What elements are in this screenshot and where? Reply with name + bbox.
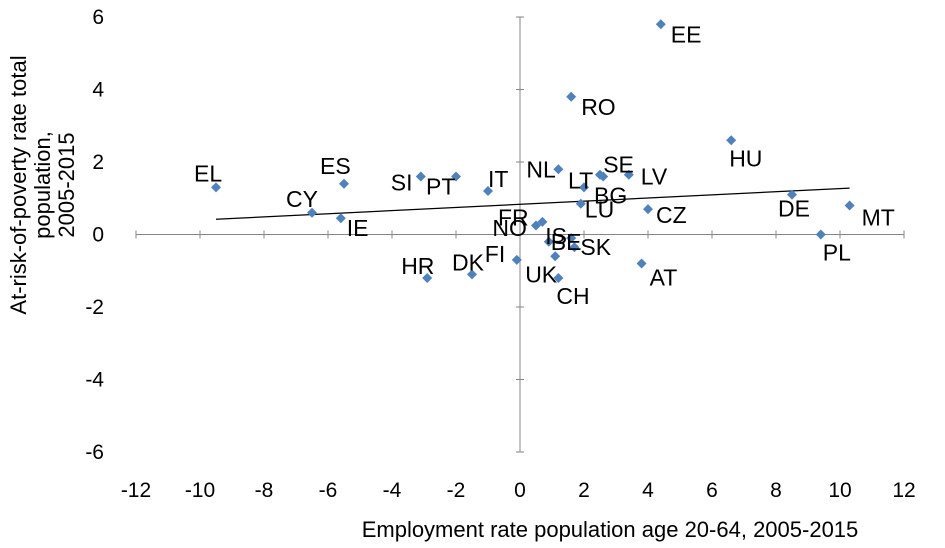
point-label-cy: CY	[286, 186, 318, 212]
point-label-pt: PT	[426, 174, 455, 200]
point-label-nl: NL	[526, 156, 556, 182]
data-point-no	[537, 216, 548, 227]
point-label-no: NO	[492, 215, 527, 241]
data-point-nl	[553, 164, 564, 175]
x-tick-label: 12	[892, 479, 915, 502]
data-point-cz	[643, 204, 653, 215]
x-tick-label: -6	[319, 479, 338, 502]
data-points	[211, 19, 855, 283]
point-label-is: IS	[545, 223, 567, 249]
data-point-fi	[511, 254, 522, 265]
y-tick-label: 4	[92, 79, 104, 102]
data-point-ro	[566, 91, 577, 102]
point-label-mt: MT	[862, 205, 895, 231]
point-label-se: SE	[603, 152, 634, 178]
data-point-uk	[550, 251, 561, 262]
data-point-se	[598, 171, 609, 182]
point-label-dk: DK	[452, 249, 485, 275]
data-point-el	[211, 182, 221, 193]
y-axis-title: At-risk-of-poverty rate totalpopulation,…	[6, 55, 79, 314]
point-label-pl: PL	[823, 240, 851, 266]
data-point-de	[787, 189, 797, 200]
y-tick-label: -2	[85, 296, 104, 319]
point-label-es: ES	[320, 153, 351, 179]
data-point-es	[339, 178, 349, 189]
point-label-si: SI	[391, 170, 413, 196]
point-label-at: AT	[650, 265, 678, 291]
point-label-hr: HR	[401, 253, 434, 279]
data-point-lv	[623, 169, 634, 180]
data-point-ee	[655, 19, 666, 30]
x-tick-label: 10	[828, 479, 851, 502]
data-point-ie	[335, 213, 346, 224]
y-axis-title-line: population,	[30, 131, 55, 239]
point-label-be: BE	[551, 229, 582, 255]
point-label-lu: LU	[585, 197, 614, 223]
data-point-cy	[307, 207, 317, 218]
point-label-fi: FI	[485, 241, 505, 267]
data-point-dk	[467, 269, 477, 280]
data-point-be	[543, 236, 554, 247]
y-tick-label: 0	[92, 224, 104, 247]
y-tick-label: -4	[85, 369, 104, 392]
point-label-el: EL	[194, 160, 222, 186]
y-axis-title-line: 2005-2015	[54, 132, 79, 237]
point-label-ch: CH	[556, 283, 589, 309]
x-tick-label: -12	[121, 479, 151, 502]
trendline	[215, 187, 850, 220]
point-label-it: IT	[488, 166, 508, 192]
x-tick-label: 4	[642, 479, 654, 502]
point-label-ie: IE	[347, 215, 369, 241]
data-point-ch	[553, 273, 564, 283]
y-axis-title-line: At-risk-of-poverty rate total	[6, 55, 31, 314]
x-tick-label: 0	[514, 479, 526, 502]
point-label-de: DE	[778, 196, 810, 222]
point-label-uk: UK	[525, 261, 558, 287]
trendline-group	[215, 187, 850, 220]
data-point-pl	[815, 229, 826, 240]
data-point-is	[566, 233, 577, 244]
point-label-hu: HU	[729, 145, 762, 171]
data-point-si	[415, 171, 426, 182]
data-point-sk	[569, 242, 580, 253]
data-point-at	[636, 258, 647, 269]
data-point-hr	[422, 273, 433, 283]
y-tick-label: 2	[92, 151, 104, 174]
x-tick-label: 8	[770, 479, 782, 502]
axes: -12 -10 -8 -6 -4 -2 0 2 4 6 8 10 12 -6 -4 -2 0 2 4 6	[85, 6, 915, 502]
data-point-lu	[575, 198, 586, 209]
point-label-fr: FR	[498, 204, 529, 230]
point-label-ro: RO	[581, 94, 616, 120]
data-point-fr	[531, 220, 541, 231]
data-point-pt	[451, 171, 461, 182]
point-label-lv: LV	[641, 164, 668, 190]
point-label-bg: BG	[594, 182, 627, 208]
point-label-ee: EE	[671, 21, 702, 47]
x-tick-label: -4	[383, 479, 402, 502]
data-point-hu	[726, 135, 737, 146]
x-axis-title: Employment rate population age 20-64, 20…	[362, 517, 859, 542]
point-label-lt: LT	[568, 168, 593, 194]
x-tick-label: -10	[185, 479, 215, 502]
y-tick-label: 6	[92, 6, 104, 29]
x-tick-label: -8	[255, 479, 274, 502]
point-label-cz: CZ	[656, 202, 687, 228]
y-tick-label: -6	[85, 441, 104, 464]
x-tick-label: -2	[447, 479, 466, 502]
x-tick-label: 6	[706, 479, 718, 502]
data-point-it	[483, 186, 493, 196]
data-point-bg	[579, 182, 589, 193]
data-point-mt	[844, 200, 855, 211]
x-tick-label: 2	[578, 479, 590, 502]
point-label-sk: SK	[580, 234, 611, 260]
